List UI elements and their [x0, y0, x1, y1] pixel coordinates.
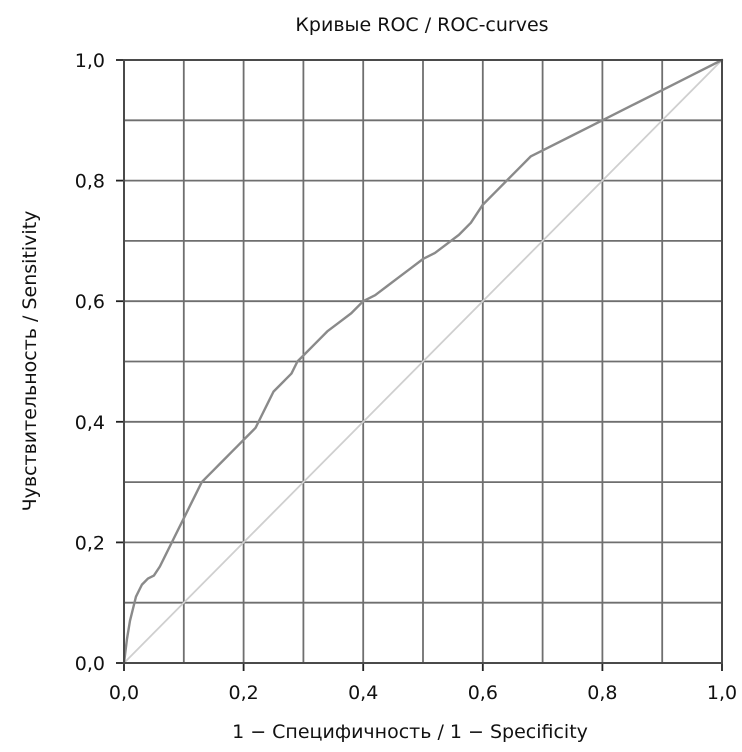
- y-tick-label: 0,6: [75, 291, 105, 313]
- y-tick-label: 0,4: [75, 412, 105, 434]
- x-tick-label: 0,2: [228, 682, 258, 704]
- plot-frame: [123, 59, 723, 664]
- y-tick-labels: 0,0 0,2 0,4 0,6 0,8 1,0: [75, 50, 105, 675]
- x-tick-label: 0,8: [587, 682, 617, 704]
- x-tick-labels: 0,0 0,2 0,4 0,6 0,8 1,0: [109, 682, 737, 704]
- y-tick-label: 0,0: [75, 653, 105, 675]
- chart-title: Кривые ROC / ROC-curves: [295, 14, 548, 36]
- y-tick-label: 1,0: [75, 50, 105, 72]
- x-tick-label: 0,4: [348, 682, 378, 704]
- x-tick-label: 0,0: [109, 682, 139, 704]
- x-tick-label: 1,0: [707, 682, 737, 704]
- y-tick-label: 0,2: [75, 532, 105, 554]
- roc-curve-line: [122, 58, 724, 665]
- y-axis-label: Чувствительность / Sensitivity: [19, 211, 41, 512]
- tick-marks: [116, 59, 723, 671]
- reference-diagonal-line: [123, 59, 723, 664]
- x-tick-label: 0,6: [468, 682, 498, 704]
- grid-lines: [124, 60, 722, 663]
- x-axis-label: 1 − Специфичность / 1 − Specificity: [232, 721, 588, 743]
- y-tick-label: 0,8: [75, 171, 105, 193]
